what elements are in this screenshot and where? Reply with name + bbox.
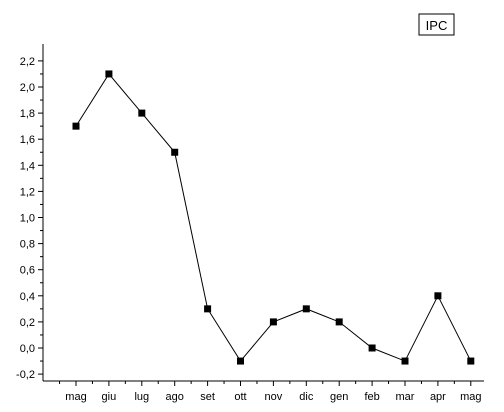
data-point [138, 109, 146, 117]
x-tick-label: giu [102, 391, 117, 403]
data-point [302, 305, 310, 313]
x-tick-label: mag [65, 391, 86, 403]
y-tick-label: 1,6 [20, 134, 35, 146]
data-point [401, 357, 409, 365]
y-tick-label: -0,2 [16, 369, 35, 381]
legend: IPC [418, 13, 455, 36]
x-tick-label: ago [166, 391, 184, 403]
y-tick-label: 0,6 [20, 265, 35, 277]
x-tick-label: feb [364, 391, 379, 403]
y-tick-label: 1,8 [20, 108, 35, 120]
series [72, 70, 475, 365]
data-point [335, 318, 343, 326]
x-tick-label: lug [134, 391, 149, 403]
legend-label: IPC [426, 18, 448, 33]
data-point [72, 122, 80, 130]
y-tick-label: 0,4 [20, 291, 35, 303]
legend-box [418, 13, 455, 36]
data-point [237, 357, 244, 365]
data-point [204, 305, 212, 313]
data-point [368, 344, 376, 352]
x-tick-label: ott [234, 391, 246, 403]
x-tick-label: gen [330, 391, 348, 403]
x-tick-label: mag [460, 391, 481, 403]
axes [42, 44, 484, 382]
y-tick-label: 2,0 [20, 82, 35, 94]
data-point [434, 292, 442, 300]
ticks: -0,2 0,0 0,2 0,4 0,6 0,8 1,0 1,2 1,4 1,6 1,8 2,0 2,2… [16, 56, 481, 403]
x-tick-label: nov [265, 391, 283, 403]
x-tick-label: apr [430, 391, 446, 403]
data-point [171, 148, 179, 156]
data-point [467, 357, 475, 365]
y-tick-label: 0,2 [20, 317, 35, 329]
x-tick-label: dic [299, 391, 314, 403]
x-tick-label: mar [396, 391, 415, 403]
data-point [105, 70, 113, 78]
y-tick-label: 0,0 [20, 343, 35, 355]
y-tick-label: 1,2 [20, 186, 35, 198]
y-tick-label: 1,0 [20, 213, 35, 225]
series-line-ipc [75, 73, 472, 362]
y-tick-label: 2,2 [20, 56, 35, 68]
y-tick-label: 0,8 [20, 239, 35, 251]
x-tick-label: set [200, 391, 215, 403]
data-point [269, 318, 277, 326]
y-tick-label: 1,4 [20, 160, 35, 172]
